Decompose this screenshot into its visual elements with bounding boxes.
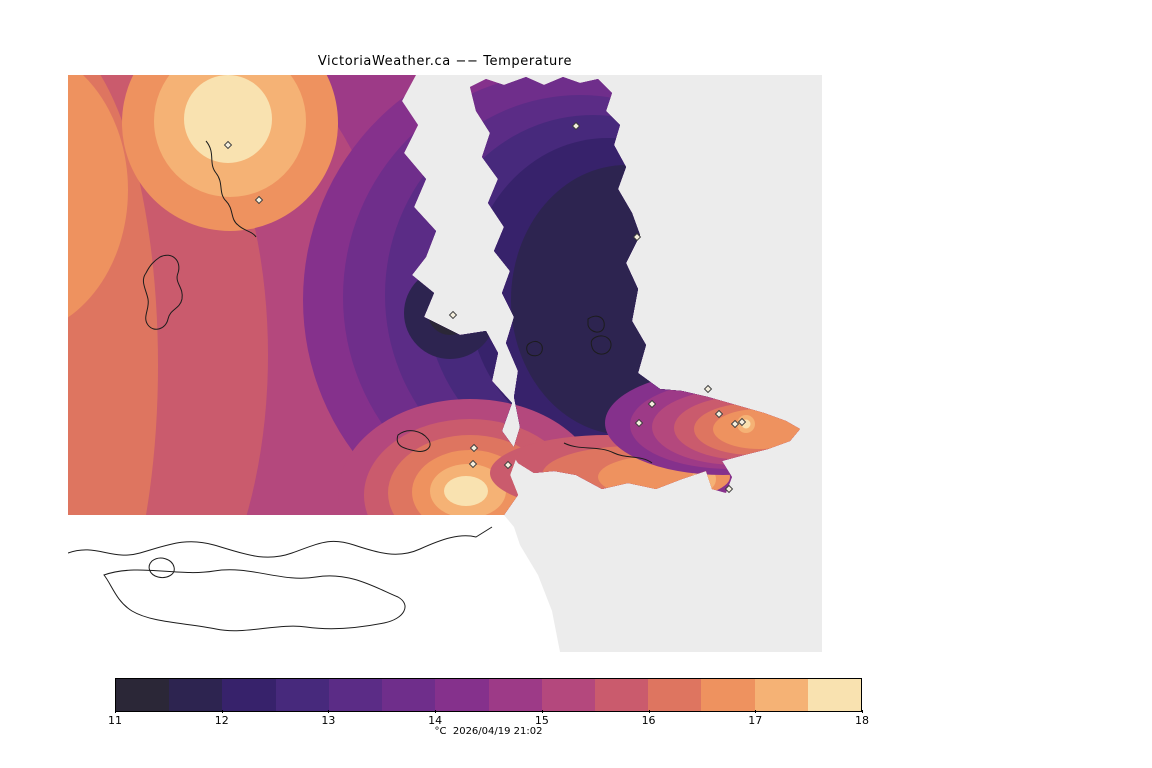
coastline-northwest [205,140,257,238]
colorbar-tick-label: 18 [855,710,869,727]
station-marker [634,418,644,428]
colorbar-segment [594,679,649,711]
colorbar-segment [541,679,595,711]
colorbar-segment [435,679,489,711]
colorbar-segment [807,679,862,711]
colorbar-segment [328,679,383,711]
station-marker [632,232,642,242]
station-marker [254,195,264,205]
station-marker [647,399,657,409]
nodata-region [68,515,560,652]
colorbar-tick-label: 13 [321,710,336,727]
station-marker [714,409,724,419]
colorbar-timestamp: 2026/04/19 21:02 [452,726,543,737]
station-marker [724,484,734,494]
station-marker [448,310,458,320]
coastline-island-west [142,254,183,330]
colorbar-tick-label: 16 [641,710,656,727]
colorbar-segment [648,679,702,711]
colorbar-segment [275,679,329,711]
station-marker [571,121,581,131]
station-marker [730,419,740,429]
coastline-south-island [103,569,406,632]
colorbar-tick-label: 14 [428,710,443,727]
station-markers [223,121,747,494]
coastline-south-lake [396,430,431,452]
colorbar-tick-label: 15 [534,710,549,727]
temperature-map [68,75,822,652]
coastline-strait [563,442,653,464]
coastlines [68,140,653,632]
station-marker [503,460,513,470]
colorbar-unit: °C [434,726,447,737]
coastline-south-main [68,526,493,558]
colorbar-segment [488,679,542,711]
station-marker [469,443,479,453]
coastline-islet-3 [590,335,612,355]
colorbar-tick-label: 17 [748,710,763,727]
station-marker [737,417,747,427]
colorbar-segment [116,679,170,711]
map-canvas [68,75,822,652]
colorbar-segment [169,679,223,711]
colorbar-segment [701,679,755,711]
coastline-islet-1 [526,340,543,357]
colorbar-tick-label: 11 [108,710,122,727]
station-marker [703,384,713,394]
coastline-south-pond [148,557,175,578]
colorbar-segment [754,679,808,711]
colorbar-caption: °C 2026/04/19 21:02 [115,726,862,737]
coastline-islet-2 [587,315,605,333]
colorbar-tick-label: 12 [214,710,229,727]
colorbar-segment [222,679,276,711]
map-title: VictoriaWeather.ca −− Temperature [317,54,573,69]
station-marker [223,140,233,150]
colorbar-segment [382,679,436,711]
station-marker [468,459,478,469]
colorbar-gradient [115,678,862,712]
colorbar-ticks: 11 12 13 14 15 16 17 18 [108,710,869,728]
